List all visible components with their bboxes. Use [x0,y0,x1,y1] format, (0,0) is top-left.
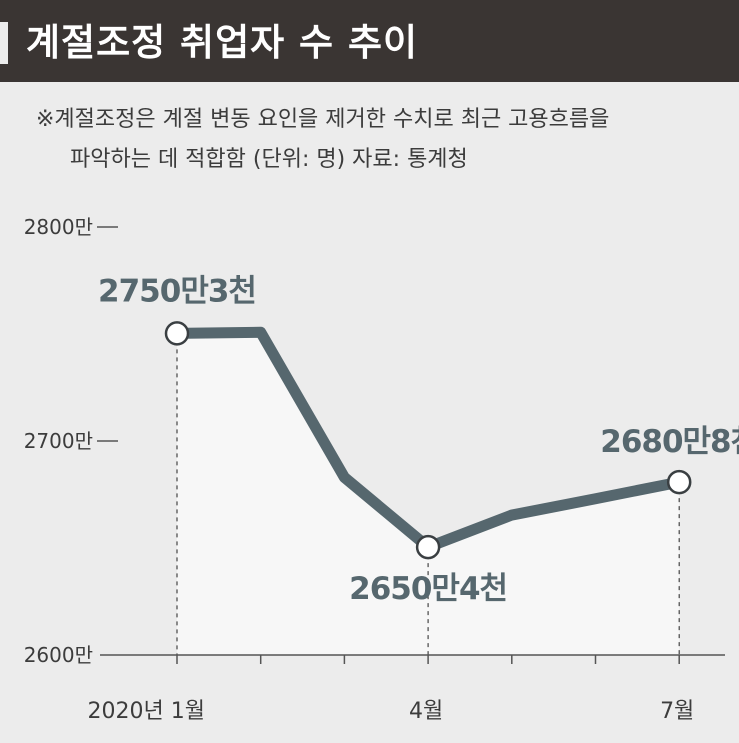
note-line-2: 파악하는 데 적합함 (단위: 명) 자료: 통계청 [70,147,468,172]
title-accent-bar [0,22,8,64]
y-tick-label: 2800만 [24,215,93,239]
data-label: 2680만8천 [600,424,739,460]
x-tick-label: 4월 [409,699,443,724]
data-point-marker [666,469,692,495]
chart-note: ※계절조정은 계절 변동 요인을 제거한 수치로 최근 고용흐름을 파악하는 데… [36,100,726,180]
note-line-1: ※계절조정은 계절 변동 요인을 제거한 수치로 최근 고용흐름을 [36,107,610,132]
y-tick-label: 2600만 [24,643,93,667]
data-point-marker [164,321,190,346]
chart-title: 계절조정 취업자 수 추이 [26,21,419,64]
data-label: 2650만4천 [349,571,507,607]
data-point-marker [415,534,441,560]
title-bar: 계절조정 취업자 수 추이 [0,0,739,82]
x-tick-label: 7월 [660,699,694,724]
y-tick-label: 2700만 [24,429,93,453]
data-label: 2750만3천 [98,273,256,309]
x-tick-label: 2020년 1월 [88,699,205,724]
